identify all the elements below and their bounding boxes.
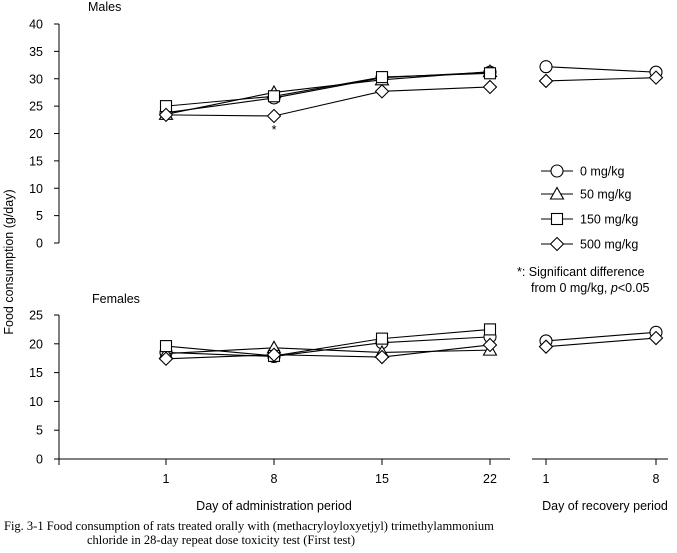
males-y-tick-label: 35 xyxy=(29,45,43,59)
x-tick-label-admin: 8 xyxy=(271,472,278,486)
significance-note-p: p xyxy=(610,281,618,295)
females-series-150-mg-kg-point xyxy=(159,340,173,353)
legend-label-0-mg-kg: 0 mg/kg xyxy=(580,165,625,179)
x-axis-label-administration: Day of administration period xyxy=(196,499,352,513)
males-series-500-mg-kg-point xyxy=(266,108,282,124)
figure-caption: Fig. 3-1 Food consumption of rats treate… xyxy=(4,519,674,547)
legend-label-500-mg-kg: 500 mg/kg xyxy=(580,238,638,252)
males-series-500-mg-kg-point xyxy=(482,79,498,95)
x-tick-label-admin: 22 xyxy=(483,472,497,486)
females-series-150-mg-kg-point xyxy=(375,332,389,345)
x-tick-label-admin: 1 xyxy=(163,472,170,486)
caption-line-2: chloride in 28-day repeat dose toxicity … xyxy=(87,533,355,547)
females-y-tick-label: 5 xyxy=(36,424,43,438)
females-y-tick-label: 0 xyxy=(36,453,43,467)
females-y-tick-label: 15 xyxy=(29,366,43,380)
females-y-tick-label: 20 xyxy=(29,337,43,351)
legend-marker-500-mg-kg xyxy=(549,236,565,252)
x-tick-label-admin: 15 xyxy=(375,472,389,486)
legend-label-150-mg-kg: 150 mg/kg xyxy=(580,213,638,227)
males-y-tick-label: 15 xyxy=(29,154,43,168)
significance-note-suffix: <0.05 xyxy=(618,281,650,295)
males-series-0-mg-kg-recovery-line xyxy=(545,66,657,73)
males-y-tick-label: 5 xyxy=(36,209,43,223)
females-series-0-mg-kg-admin-line xyxy=(165,336,491,358)
x-tick-label-recovery: 8 xyxy=(653,472,660,486)
females-series-500-mg-kg-recovery-point xyxy=(648,330,664,346)
legend-marker-150-mg-kg xyxy=(550,212,564,226)
females-series-150-mg-kg-point xyxy=(483,323,497,336)
males-series-500-mg-kg-point xyxy=(374,84,390,99)
males-panel-title: Males xyxy=(88,0,121,14)
females-series-500-mg-kg-point xyxy=(158,351,174,367)
males-series-500-mg-kg-recovery-point xyxy=(648,70,664,85)
females-series-500-mg-kg-admin-line xyxy=(165,344,491,360)
x-axis-label-recovery: Day of recovery period xyxy=(542,499,668,513)
males-y-tick-label: 40 xyxy=(29,18,43,32)
females-series-0-mg-kg-recovery-line xyxy=(545,331,657,342)
females-series-500-mg-kg-recovery-point xyxy=(538,339,554,354)
males-series-150-mg-kg-point xyxy=(375,71,389,84)
males-series-150-mg-kg-point xyxy=(267,90,281,103)
males-significance-marker: * xyxy=(272,123,277,137)
females-panel-title: Females xyxy=(92,292,140,306)
females-series-150-mg-kg-admin-line xyxy=(165,328,491,357)
males-series-50-mg-kg-admin-line xyxy=(165,71,491,115)
females-y-tick-label: 25 xyxy=(29,309,43,323)
males-series-500-mg-kg-point xyxy=(158,107,174,123)
significance-note-line2: from 0 mg/kg, p<0.05 xyxy=(531,281,650,295)
males-y-tick-label: 0 xyxy=(36,237,43,251)
females-series-500-mg-kg-recovery-line xyxy=(545,337,657,348)
females-series-500-mg-kg-point xyxy=(266,347,282,363)
significance-note-prefix: from 0 mg/kg, xyxy=(531,281,611,295)
males-y-tick-label: 30 xyxy=(29,72,43,86)
males-y-tick-label: 25 xyxy=(29,100,43,114)
males-series-150-mg-kg-point xyxy=(483,67,497,80)
males-series-500-mg-kg-admin-line xyxy=(165,86,491,117)
males-series-500-mg-kg-recovery-line xyxy=(545,77,657,82)
caption-line-1: Fig. 3-1 Food consumption of rats treate… xyxy=(4,519,494,533)
legend-label-50-mg-kg: 50 mg/kg xyxy=(580,188,631,202)
legend-marker-0-mg-kg xyxy=(550,164,564,178)
males-series-0-mg-kg-recovery-point xyxy=(539,60,553,74)
females-series-500-mg-kg-point xyxy=(482,337,498,353)
males-series-0-mg-kg-admin-line xyxy=(165,71,491,114)
males-series-150-mg-kg-admin-line xyxy=(165,72,491,107)
females-series-500-mg-kg-point xyxy=(374,349,390,365)
significance-note-line1: *: Significant difference xyxy=(517,265,645,279)
legend-marker-50-mg-kg xyxy=(549,186,565,200)
food-consumption-chart: 0 5 10 15 20 25 30 35 40 Males * 0 5 10 15 20 25 Females 1… xyxy=(2,0,668,513)
x-tick-label-recovery: 1 xyxy=(543,472,550,486)
y-axis-label: Food consumption (g/day) xyxy=(2,189,16,334)
males-y-tick-label: 20 xyxy=(29,127,43,141)
males-y-tick-label: 10 xyxy=(29,182,43,196)
males-series-500-mg-kg-recovery-point xyxy=(538,73,554,89)
females-y-tick-label: 10 xyxy=(29,395,43,409)
